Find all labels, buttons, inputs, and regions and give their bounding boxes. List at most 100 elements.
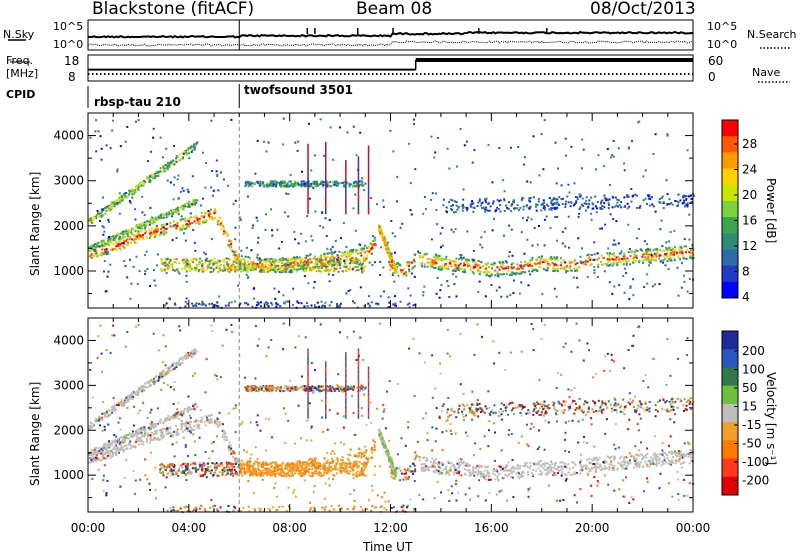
power-cell — [325, 149, 327, 152]
power-cell — [685, 195, 688, 198]
power-cell — [326, 265, 329, 268]
power-cell — [331, 256, 334, 258]
power-cell — [150, 227, 153, 230]
velocity-cell — [648, 465, 651, 468]
power-cell — [561, 203, 564, 205]
power-cell — [547, 205, 550, 207]
power-cell — [445, 206, 448, 209]
power-cell — [315, 261, 318, 264]
power-cell — [175, 211, 178, 214]
power-cell — [122, 197, 125, 200]
power-cell — [232, 263, 235, 266]
velocity-cell — [231, 450, 234, 453]
power-cell — [690, 254, 693, 257]
velocity-cell — [445, 465, 448, 468]
power-cell — [551, 261, 554, 264]
power-cell — [312, 257, 315, 260]
velocity-cell — [600, 468, 602, 471]
power-cell — [313, 181, 316, 184]
velocity-cell — [503, 469, 506, 472]
power-cell — [599, 227, 602, 230]
velocity-cell — [144, 432, 146, 435]
power-cell — [583, 202, 586, 205]
power-cell — [675, 251, 678, 254]
power-cell — [121, 242, 124, 245]
power-cell — [266, 184, 268, 187]
power-cell — [173, 145, 175, 147]
power-cell — [150, 221, 153, 224]
velocity-cell — [634, 464, 637, 467]
power-cell — [669, 259, 672, 262]
power-cell — [367, 174, 370, 177]
power-cell — [357, 188, 360, 191]
power-cell — [523, 264, 526, 267]
velocity-cell — [618, 457, 621, 460]
power-cell — [296, 300, 299, 303]
power-cell — [631, 195, 634, 198]
power-cell — [118, 201, 121, 204]
power-cell — [116, 244, 119, 247]
velocity-cell — [304, 461, 307, 464]
power-cell — [280, 265, 283, 268]
power-cell — [688, 238, 691, 241]
power-cell — [535, 259, 538, 262]
power-cell — [104, 212, 107, 215]
power-cell — [116, 242, 119, 245]
power-cell — [646, 253, 649, 256]
power-cell — [149, 219, 152, 222]
power-cell — [349, 265, 352, 268]
power-cell — [176, 155, 179, 158]
power-cell — [156, 172, 159, 174]
power-cell — [229, 246, 232, 249]
power-cell — [345, 178, 347, 180]
power-cell — [226, 261, 228, 264]
power-cell — [367, 183, 370, 186]
power-cell — [236, 265, 239, 268]
power-cell — [592, 258, 595, 261]
power-cell — [490, 272, 493, 275]
power-cell — [296, 181, 299, 184]
power-cell — [453, 283, 456, 286]
velocity-cell — [661, 460, 664, 463]
power-cell — [478, 269, 481, 272]
velocity-cell — [107, 450, 110, 453]
power-cell — [178, 206, 181, 209]
power-cell — [139, 227, 142, 230]
power-cell — [264, 265, 267, 268]
power-cell — [369, 249, 372, 252]
power-cell — [181, 228, 183, 231]
power-cell — [231, 250, 234, 253]
power-cell — [140, 226, 143, 229]
velocity-cell — [240, 459, 243, 462]
power-cell — [307, 210, 309, 213]
power-cell — [193, 220, 196, 223]
y-tick-label: 3000 — [53, 174, 84, 188]
power-cell — [382, 199, 385, 202]
velocity-cell — [516, 471, 519, 474]
power-cell — [440, 259, 443, 262]
power-cell — [100, 158, 103, 161]
power-cell — [358, 263, 361, 266]
power-cell — [164, 264, 167, 267]
power-cell — [243, 263, 246, 266]
power-cell — [213, 304, 216, 306]
velocity-cell — [504, 466, 507, 468]
power-cell — [655, 253, 657, 256]
power-cell — [167, 267, 169, 270]
power-cell — [283, 181, 286, 184]
power-cell — [188, 220, 190, 223]
power-cell — [89, 249, 92, 252]
power-cell — [198, 221, 201, 224]
power-cell — [174, 209, 177, 212]
power-cell — [211, 270, 213, 273]
power-cell — [618, 204, 621, 207]
power-cell — [217, 305, 220, 308]
power-cell — [329, 269, 331, 272]
power-cell — [116, 233, 119, 235]
power-cell — [409, 209, 412, 212]
power-cell — [130, 231, 133, 234]
power-cell — [597, 154, 600, 157]
power-cell — [175, 226, 178, 229]
velocity-cell — [477, 472, 480, 475]
power-cell — [606, 252, 609, 255]
